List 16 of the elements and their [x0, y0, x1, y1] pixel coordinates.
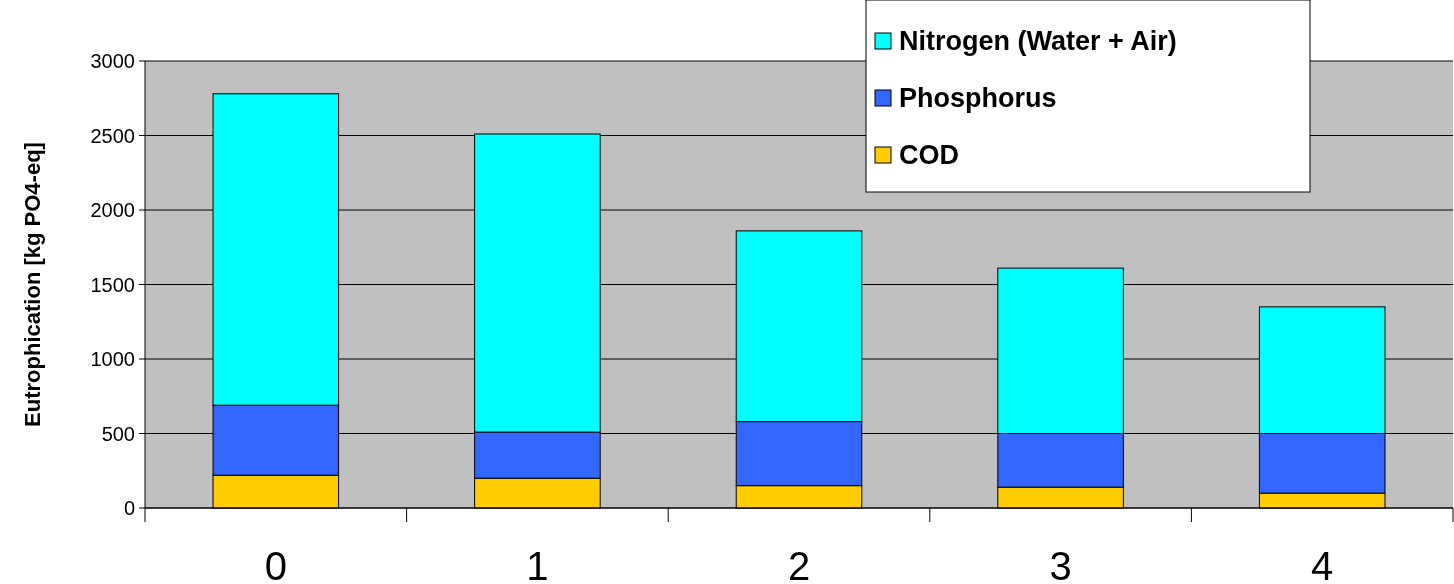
y-tick-label: 0	[123, 497, 135, 519]
y-tick-label: 500	[101, 422, 135, 445]
y-tick-label: 3000	[90, 50, 135, 72]
y-tick-label: 1500	[90, 273, 135, 296]
y-tick-label: 2500	[90, 124, 135, 147]
x-tick-label: 2	[787, 544, 811, 584]
x-tick-label: 4	[1311, 544, 1334, 584]
y-axis-title: Eutrophication [kg PO4-eq]	[20, 142, 45, 427]
y-tick-label: 1000	[90, 348, 135, 370]
y-tick-label: 2000	[90, 199, 135, 221]
x-tick-label: 1	[526, 544, 549, 584]
x-tick-label: 3	[1049, 544, 1072, 584]
legend-label: COD	[899, 140, 959, 171]
legend-label: Phosphorus	[899, 83, 1057, 114]
legend-label: Nitrogen (Water + Air)	[899, 26, 1177, 57]
x-tick-label: 0	[264, 544, 287, 584]
